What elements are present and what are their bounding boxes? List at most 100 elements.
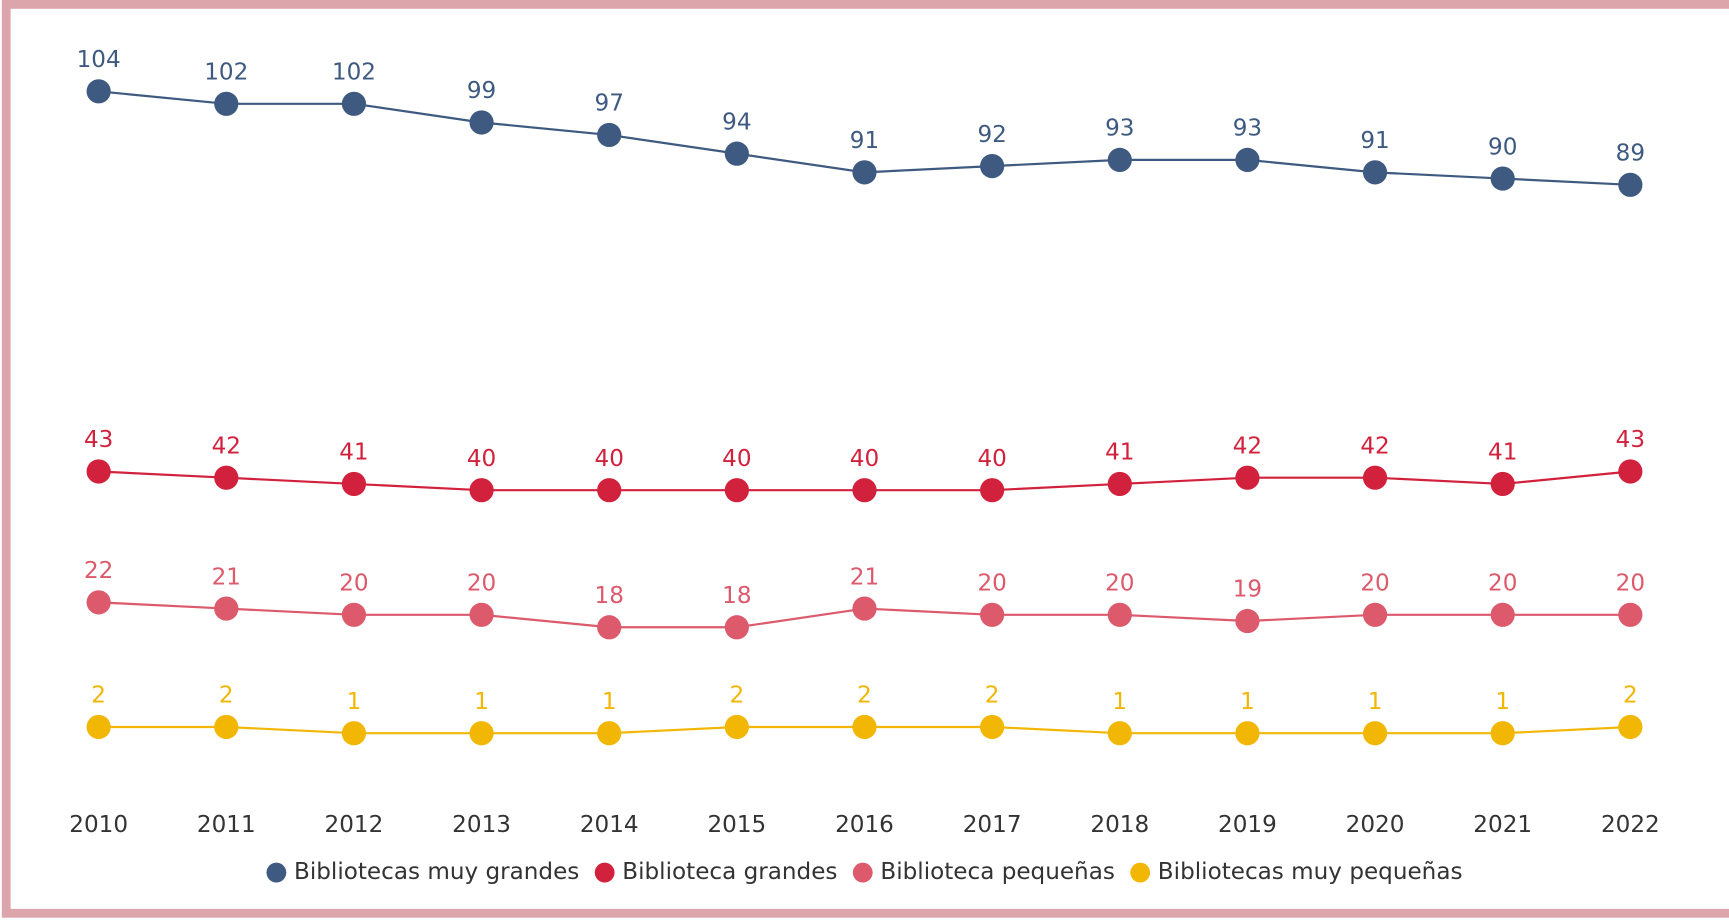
point xyxy=(1362,160,1388,185)
point xyxy=(1362,721,1388,746)
legend-marker xyxy=(852,862,873,883)
data-label: 20 xyxy=(977,570,1006,596)
x-tick-label: 2014 xyxy=(580,812,639,838)
point xyxy=(86,459,111,484)
data-label: 41 xyxy=(339,440,368,466)
data-label: 102 xyxy=(332,59,376,85)
data-label: 40 xyxy=(850,446,879,472)
data-label: 20 xyxy=(1488,570,1517,596)
point xyxy=(1107,471,1132,497)
legend-label: Bibliotecas muy grandes xyxy=(294,859,579,885)
legend-marker xyxy=(266,862,287,883)
point xyxy=(1362,602,1388,627)
x-tick-label: 2022 xyxy=(1601,812,1660,838)
point xyxy=(1235,147,1260,172)
point xyxy=(724,478,749,503)
data-label: 92 xyxy=(977,122,1006,148)
data-label: 21 xyxy=(850,564,879,590)
point xyxy=(1107,721,1132,746)
x-tick-label: 2015 xyxy=(707,812,766,838)
point xyxy=(1490,602,1515,627)
point xyxy=(852,478,877,503)
x-tick-label: 2016 xyxy=(835,812,894,838)
point xyxy=(341,602,367,627)
data-label: 94 xyxy=(722,109,751,135)
data-label: 2 xyxy=(857,683,872,709)
x-tick-label: 2019 xyxy=(1218,812,1277,838)
point xyxy=(1235,465,1260,490)
data-label: 19 xyxy=(1233,577,1262,603)
legend-label: Bibliotecas muy pequeñas xyxy=(1158,859,1463,885)
data-label: 93 xyxy=(1105,116,1134,142)
data-label: 1 xyxy=(1495,689,1510,715)
point xyxy=(980,154,1005,179)
data-label: 41 xyxy=(1105,440,1134,466)
x-tick-label: 2012 xyxy=(325,812,384,838)
point xyxy=(1490,166,1515,191)
point xyxy=(597,478,622,503)
point xyxy=(724,141,749,166)
legend: Bibliotecas muy grandes Biblioteca grande… xyxy=(266,859,1463,885)
data-label: 40 xyxy=(977,446,1006,472)
x-tick-label: 2020 xyxy=(1346,812,1405,838)
point xyxy=(469,721,494,746)
legend-marker xyxy=(594,862,615,883)
data-label: 21 xyxy=(212,564,241,590)
point xyxy=(980,714,1005,740)
x-tick-label: 2017 xyxy=(963,812,1022,838)
legend-label: Biblioteca grandes xyxy=(622,859,837,885)
point xyxy=(980,478,1005,503)
point xyxy=(1490,721,1515,746)
data-label: 1 xyxy=(1368,689,1383,715)
point xyxy=(1235,721,1260,746)
point xyxy=(597,615,622,640)
point xyxy=(469,602,494,627)
point xyxy=(214,91,239,116)
point xyxy=(1618,714,1643,740)
data-label: 1 xyxy=(1240,689,1255,715)
data-label: 97 xyxy=(595,91,624,117)
point xyxy=(341,471,367,497)
x-tick-label: 2018 xyxy=(1090,812,1149,838)
point xyxy=(1235,608,1260,634)
point xyxy=(724,714,749,740)
legend-label: Biblioteca pequeñas xyxy=(880,859,1115,885)
data-label: 43 xyxy=(84,427,113,453)
data-label: 42 xyxy=(1233,433,1262,459)
point xyxy=(597,721,622,746)
point xyxy=(214,714,239,740)
data-label: 20 xyxy=(339,570,368,596)
point xyxy=(1618,602,1643,627)
point xyxy=(1490,471,1515,497)
point xyxy=(86,590,111,615)
point xyxy=(86,79,111,104)
data-label: 1 xyxy=(1112,689,1127,715)
point xyxy=(214,596,239,621)
data-label: 102 xyxy=(204,59,248,85)
data-label: 91 xyxy=(850,128,879,154)
point xyxy=(1618,459,1643,484)
data-label: 2 xyxy=(219,683,234,709)
point xyxy=(724,615,749,640)
point xyxy=(341,721,367,746)
data-label: 93 xyxy=(1233,116,1262,142)
point xyxy=(1107,602,1132,627)
data-label: 2 xyxy=(1623,683,1638,709)
data-label: 18 xyxy=(722,583,751,609)
point xyxy=(1362,465,1388,490)
point xyxy=(597,122,622,148)
data-label: 42 xyxy=(212,433,241,459)
point xyxy=(469,478,494,503)
data-label: 91 xyxy=(1360,128,1389,154)
data-label: 2 xyxy=(730,683,745,709)
x-tick-label: 2013 xyxy=(452,812,511,838)
data-label: 89 xyxy=(1616,140,1645,166)
point xyxy=(852,596,877,621)
data-label: 41 xyxy=(1488,440,1517,466)
point xyxy=(980,602,1005,627)
data-label: 40 xyxy=(467,446,496,472)
legend-marker xyxy=(1130,862,1151,883)
data-label: 90 xyxy=(1488,134,1517,160)
data-label: 20 xyxy=(467,570,496,596)
